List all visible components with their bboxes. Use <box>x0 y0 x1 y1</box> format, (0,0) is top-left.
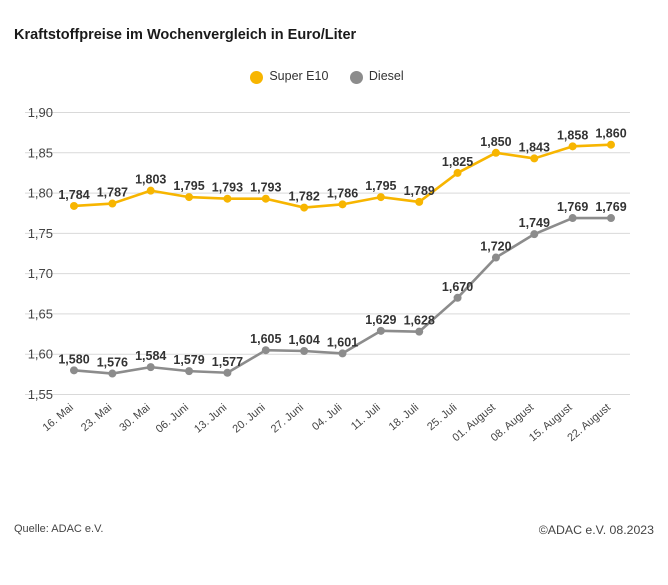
svg-text:1,670: 1,670 <box>442 280 473 294</box>
svg-text:1,789: 1,789 <box>404 184 435 198</box>
svg-text:23. Mai: 23. Mai <box>79 402 114 434</box>
svg-text:1,85: 1,85 <box>28 145 53 160</box>
svg-text:22. August: 22. August <box>565 402 613 445</box>
svg-text:06. Juni: 06. Juni <box>154 402 191 436</box>
svg-text:1,803: 1,803 <box>135 173 166 187</box>
svg-text:1,782: 1,782 <box>288 190 319 204</box>
svg-text:1,793: 1,793 <box>250 181 281 195</box>
svg-text:1,795: 1,795 <box>365 179 396 193</box>
svg-text:1,793: 1,793 <box>212 181 243 195</box>
svg-text:1,70: 1,70 <box>28 266 53 281</box>
svg-text:1,720: 1,720 <box>480 240 511 254</box>
svg-text:1,850: 1,850 <box>480 135 511 149</box>
svg-text:1,784: 1,784 <box>58 188 89 202</box>
svg-text:1,577: 1,577 <box>212 355 243 369</box>
svg-text:1,795: 1,795 <box>173 179 204 193</box>
svg-text:1,860: 1,860 <box>595 127 626 141</box>
svg-text:27. Juni: 27. Juni <box>269 402 306 436</box>
svg-text:1,629: 1,629 <box>365 313 396 327</box>
svg-text:1,843: 1,843 <box>519 140 550 154</box>
svg-text:1,628: 1,628 <box>404 314 435 328</box>
svg-text:1,769: 1,769 <box>557 200 588 214</box>
svg-text:25. Juli: 25. Juli <box>425 402 459 434</box>
svg-text:1,90: 1,90 <box>28 105 53 120</box>
svg-text:30. Mai: 30. Mai <box>117 402 152 434</box>
svg-text:1,858: 1,858 <box>557 128 588 142</box>
svg-text:1,55: 1,55 <box>28 387 53 402</box>
svg-text:1,65: 1,65 <box>28 306 53 321</box>
svg-text:1,60: 1,60 <box>28 347 53 362</box>
svg-text:1,80: 1,80 <box>28 186 53 201</box>
svg-text:1,579: 1,579 <box>173 353 204 367</box>
svg-text:20. Juni: 20. Juni <box>230 402 267 436</box>
svg-text:1,786: 1,786 <box>327 186 358 200</box>
svg-text:1,601: 1,601 <box>327 335 358 349</box>
svg-text:1,604: 1,604 <box>288 333 319 347</box>
svg-text:1,580: 1,580 <box>58 352 89 366</box>
svg-text:1,825: 1,825 <box>442 155 473 169</box>
svg-text:13. Juni: 13. Juni <box>192 402 229 436</box>
svg-text:1,75: 1,75 <box>28 226 53 241</box>
svg-text:1,749: 1,749 <box>519 216 550 230</box>
svg-text:18. Juli: 18. Juli <box>387 402 421 434</box>
svg-text:11. Juli: 11. Juli <box>349 402 383 433</box>
svg-text:16. Mai: 16. Mai <box>41 402 76 434</box>
svg-text:1,605: 1,605 <box>250 332 281 346</box>
svg-text:1,584: 1,584 <box>135 349 166 363</box>
svg-text:1,787: 1,787 <box>97 186 128 200</box>
svg-text:1,769: 1,769 <box>595 200 626 214</box>
svg-text:04. Juli: 04. Juli <box>310 402 344 434</box>
svg-text:1,576: 1,576 <box>97 356 128 370</box>
